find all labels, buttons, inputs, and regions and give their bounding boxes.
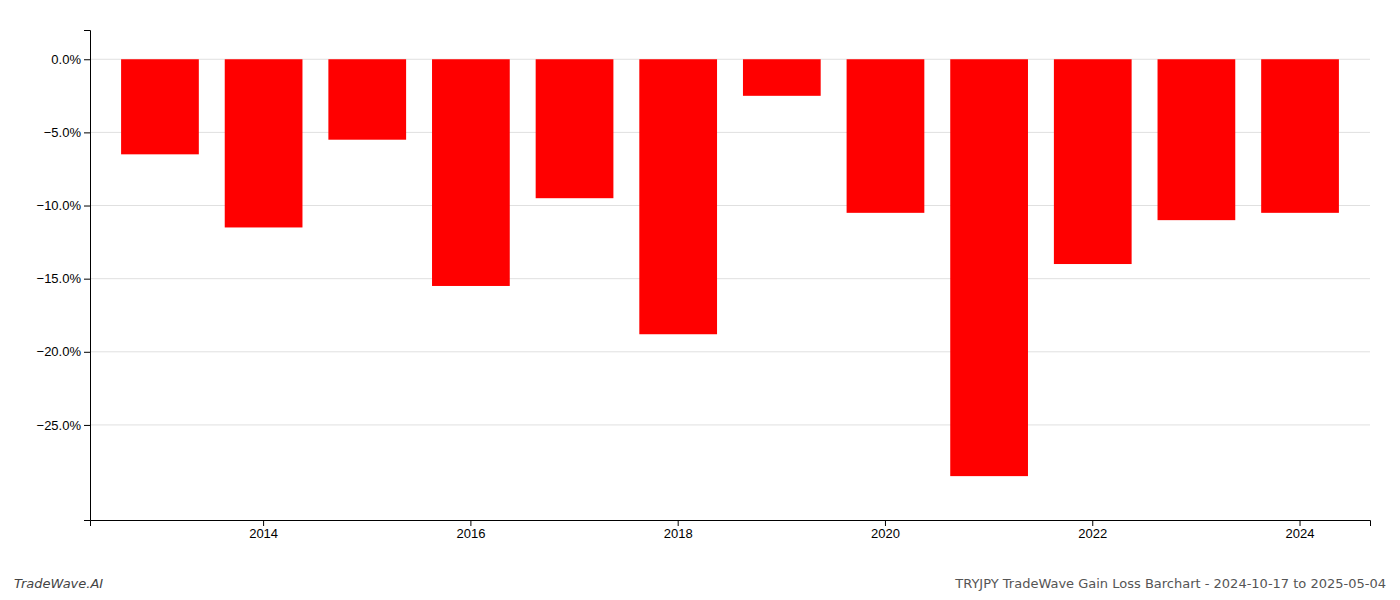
- grid-line: [90, 351, 1370, 352]
- x-tick: 2014: [249, 520, 278, 541]
- x-tick: 2024: [1286, 520, 1315, 541]
- bar: [1158, 59, 1236, 220]
- x-tick: 2018: [664, 520, 693, 541]
- x-tick-label: 2020: [871, 526, 900, 541]
- grid-line: [90, 424, 1370, 425]
- y-tick: 0.0%: [51, 52, 90, 67]
- x-tick: 2020: [871, 520, 900, 541]
- chart-svg: 0.0%−5.0%−10.0%−15.0%−20.0%−25.0%2014201…: [0, 0, 1400, 600]
- y-tick-label: −5.0%: [44, 125, 82, 140]
- footer-left: TradeWave.AI: [14, 576, 103, 591]
- bar: [328, 59, 406, 139]
- y-tick-label: −10.0%: [37, 198, 82, 213]
- x-axis: 2014 2016 2018 2020 2022 2024: [91, 520, 1371, 541]
- y-tick-label: 0.0%: [51, 52, 81, 67]
- bar: [121, 59, 199, 154]
- plot-area: 0.0%−5.0%−10.0%−15.0%−20.0%−25.0%2014201…: [37, 31, 1371, 542]
- x-tick-label: 2016: [456, 526, 485, 541]
- y-tick-mark: [84, 425, 90, 426]
- x-tick-mark: [263, 520, 264, 526]
- y-tick: −10.0%: [37, 198, 90, 213]
- bar: [1054, 59, 1132, 264]
- x-tick-mark: [1092, 520, 1093, 526]
- x-axis-line: [91, 521, 1371, 527]
- y-tick-label: −25.0%: [37, 418, 82, 433]
- y-tick: −20.0%: [37, 344, 90, 359]
- y-tick-mark: [84, 59, 90, 60]
- bar: [639, 59, 717, 334]
- footer-right: TRYJPY TradeWave Gain Loss Barchart - 20…: [954, 576, 1386, 591]
- x-tick-mark: [1300, 520, 1301, 526]
- y-tick-label: −20.0%: [37, 344, 82, 359]
- x-tick: 2022: [1078, 520, 1107, 541]
- bar: [1261, 59, 1339, 213]
- grid: [90, 59, 1370, 425]
- y-tick-mark: [84, 279, 90, 280]
- x-tick-label: 2024: [1286, 526, 1315, 541]
- x-tick-label: 2014: [249, 526, 278, 541]
- x-tick-label: 2022: [1078, 526, 1107, 541]
- y-tick-mark: [84, 132, 90, 133]
- bar: [743, 59, 821, 96]
- x-tick-mark: [678, 520, 679, 526]
- bar: [432, 59, 510, 286]
- x-tick-mark: [470, 520, 471, 526]
- y-tick: −15.0%: [37, 271, 90, 286]
- y-tick-mark: [84, 352, 90, 353]
- bar: [847, 59, 925, 213]
- x-tick-mark: [885, 520, 886, 526]
- y-tick-mark: [84, 206, 90, 207]
- x-tick-label: 2018: [664, 526, 693, 541]
- chart-container: 0.0%−5.0%−10.0%−15.0%−20.0%−25.0%2014201…: [0, 0, 1400, 600]
- bar: [536, 59, 614, 198]
- y-tick: −5.0%: [44, 125, 90, 140]
- y-axis-line: [84, 31, 91, 521]
- y-tick: −25.0%: [37, 418, 90, 433]
- y-tick-label: −15.0%: [37, 271, 82, 286]
- bar: [950, 59, 1028, 476]
- x-tick: 2016: [456, 520, 485, 541]
- bar: [225, 59, 303, 227]
- y-axis: 0.0% −5.0% −10.0% −15.0% −20.0% −25.0%: [37, 31, 91, 521]
- bars: [121, 59, 1339, 476]
- grid-line: [90, 278, 1370, 279]
